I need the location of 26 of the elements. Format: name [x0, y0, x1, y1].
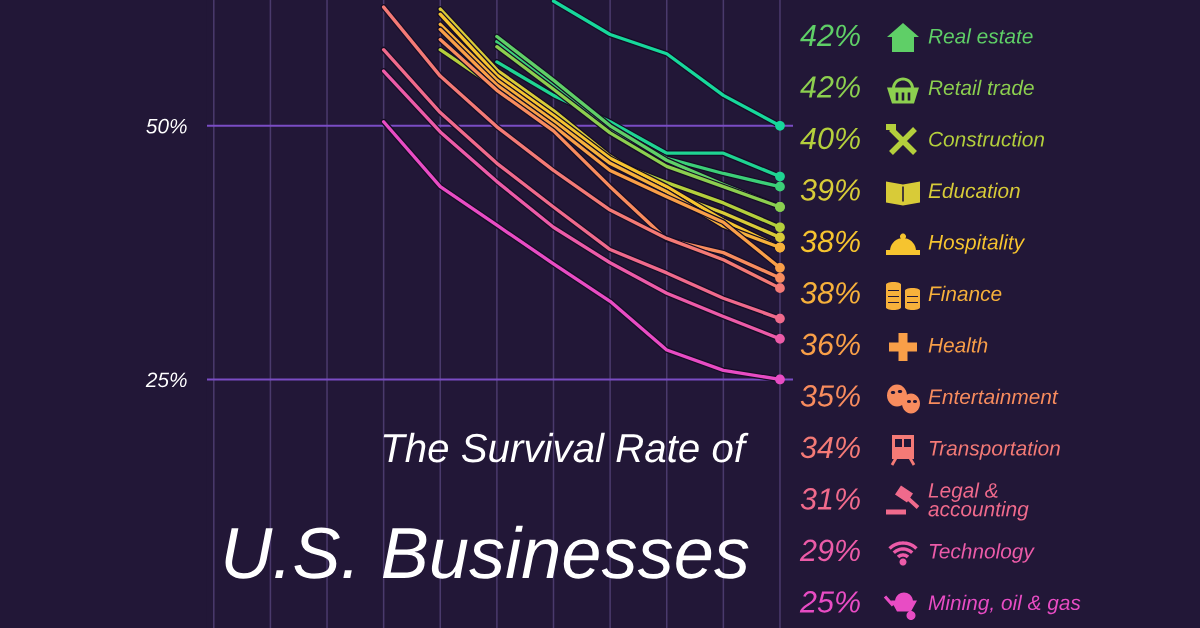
- legend-label: Mining, oil & gas: [928, 594, 1081, 615]
- text: 42%: [800, 76, 860, 98]
- legend-label: Construction: [929, 131, 1045, 147]
- legend-label: Health: [928, 337, 988, 353]
- chart-title: The Survival Rate of U.S. Businesses: [225, 432, 749, 579]
- legend-label: Technology: [929, 543, 1035, 563]
- legend-label: Finance: [928, 285, 1002, 302]
- text: 40%: [800, 127, 860, 150]
- legend-label: Retail trade: [928, 79, 1034, 96]
- text: 31%: [800, 488, 860, 510]
- legend-label: Hospitality: [928, 234, 1026, 254]
- text: 38%: [800, 230, 860, 253]
- text: 35%: [800, 385, 860, 407]
- text: 34%: [800, 436, 860, 459]
- text: 38%: [800, 282, 860, 304]
- text: 36%: [800, 333, 860, 356]
- legend-label: Real estate: [928, 28, 1033, 44]
- legend-label: Education: [928, 182, 1020, 199]
- legend-label: Transportation: [929, 440, 1060, 460]
- text: 42%: [800, 24, 860, 47]
- legend-label: Legal & accounting: [928, 482, 1029, 521]
- text: 25%: [799, 591, 860, 613]
- text: 29%: [799, 539, 860, 562]
- legend-label: Entertainment: [928, 388, 1059, 405]
- text: 39%: [800, 179, 860, 201]
- y-tick-label: 50%: [146, 118, 187, 134]
